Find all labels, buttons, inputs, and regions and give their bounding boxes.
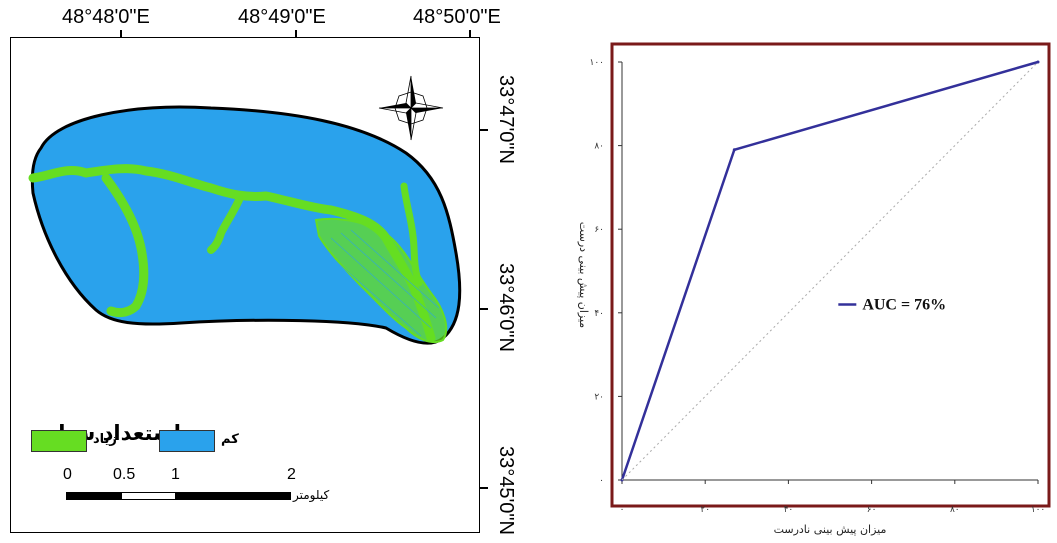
- lon-label-2: 48°49'0"E: [238, 6, 326, 28]
- y-axis-title: میزان پیش بینی درست: [577, 222, 590, 329]
- auc-legend-label: AUC = 76%: [862, 296, 946, 313]
- scale-tick-1: 1: [171, 466, 180, 483]
- flood-susceptibility-map: 48°48'0"E 48°49'0"E 48°50'0"E: [10, 6, 517, 535]
- scale-bar-seg-2: [121, 492, 176, 500]
- x-tick-label: ۶۰: [867, 505, 877, 515]
- map-canvas: [28, 75, 462, 345]
- roc-chart-svg: ۰ ۲۰ ۴۰ ۶۰ ۸۰ ۱۰۰ ۰ ۲۰ ۴۰ ۶۰ ۸۰ ۱۰۰ AUC = 76% میزان …: [577, 42, 1051, 536]
- roc-point: [1036, 60, 1040, 64]
- lat-tick: [480, 487, 488, 489]
- high-susceptibility-zone-southeast: [314, 217, 448, 344]
- y-tick-label: ۲۰: [594, 392, 604, 402]
- x-axis-title: میزان پیش بینی نادرست: [774, 523, 887, 536]
- scale-bar-seg-3: [176, 492, 291, 500]
- reference-diagonal: [621, 61, 1039, 481]
- lat-label-2: 33°46'0"N: [495, 263, 517, 352]
- lat-label-1: 33°47'0"N: [495, 75, 517, 164]
- y-tick-label: ۰: [599, 476, 604, 486]
- lon-label-3: 48°50'0"E: [413, 6, 501, 28]
- high-susceptibility-channel-west: [101, 173, 149, 318]
- scale-tick-2: 2: [287, 466, 296, 483]
- lat-tick: [480, 308, 488, 310]
- roc-point: [732, 148, 736, 152]
- y-tick-label: ۸۰: [594, 142, 604, 152]
- x-tick-label: ۸۰: [950, 505, 960, 515]
- lon-label-1: 48°48'0"E: [62, 6, 150, 28]
- x-tick-label: ۴۰: [784, 505, 794, 515]
- x-tick-label: ۱۰۰: [1031, 505, 1046, 515]
- scale-tick-0: 0: [63, 466, 72, 483]
- map-frame: استعداد سیل زیاد کم 0 0.5 1 2 کیلومتر: [10, 37, 480, 533]
- y-tick-label: ۱۰۰: [589, 58, 604, 68]
- legend-swatch-low: [159, 430, 215, 452]
- y-tick-label: ۶۰: [594, 225, 604, 235]
- x-tick-label: ۲۰: [700, 505, 710, 515]
- legend-swatch-high: [31, 430, 87, 452]
- lon-tick: [469, 30, 471, 38]
- compass-rose-icon: [378, 75, 444, 141]
- lon-tick: [295, 30, 297, 38]
- lon-tick: [120, 30, 122, 38]
- roc-chart: ۰ ۲۰ ۴۰ ۶۰ ۸۰ ۱۰۰ ۰ ۲۰ ۴۰ ۶۰ ۸۰ ۱۰۰ AUC = 76% میزان …: [560, 0, 1057, 543]
- high-susceptibility-channel-middle: [207, 196, 243, 254]
- y-tick-label: ۴۰: [594, 309, 604, 319]
- scale-bar-seg-1: [66, 492, 121, 500]
- x-tick-label: ۰: [620, 505, 625, 515]
- scale-tick-05: 0.5: [113, 466, 136, 483]
- lat-label-3: 33°45'0"N: [495, 446, 517, 535]
- scale-unit: کیلومتر: [293, 488, 330, 502]
- legend-label-high: زیاد: [93, 432, 117, 447]
- legend-label-low: کم: [221, 432, 239, 447]
- chart-frame: [610, 42, 1051, 508]
- lat-tick: [480, 129, 488, 131]
